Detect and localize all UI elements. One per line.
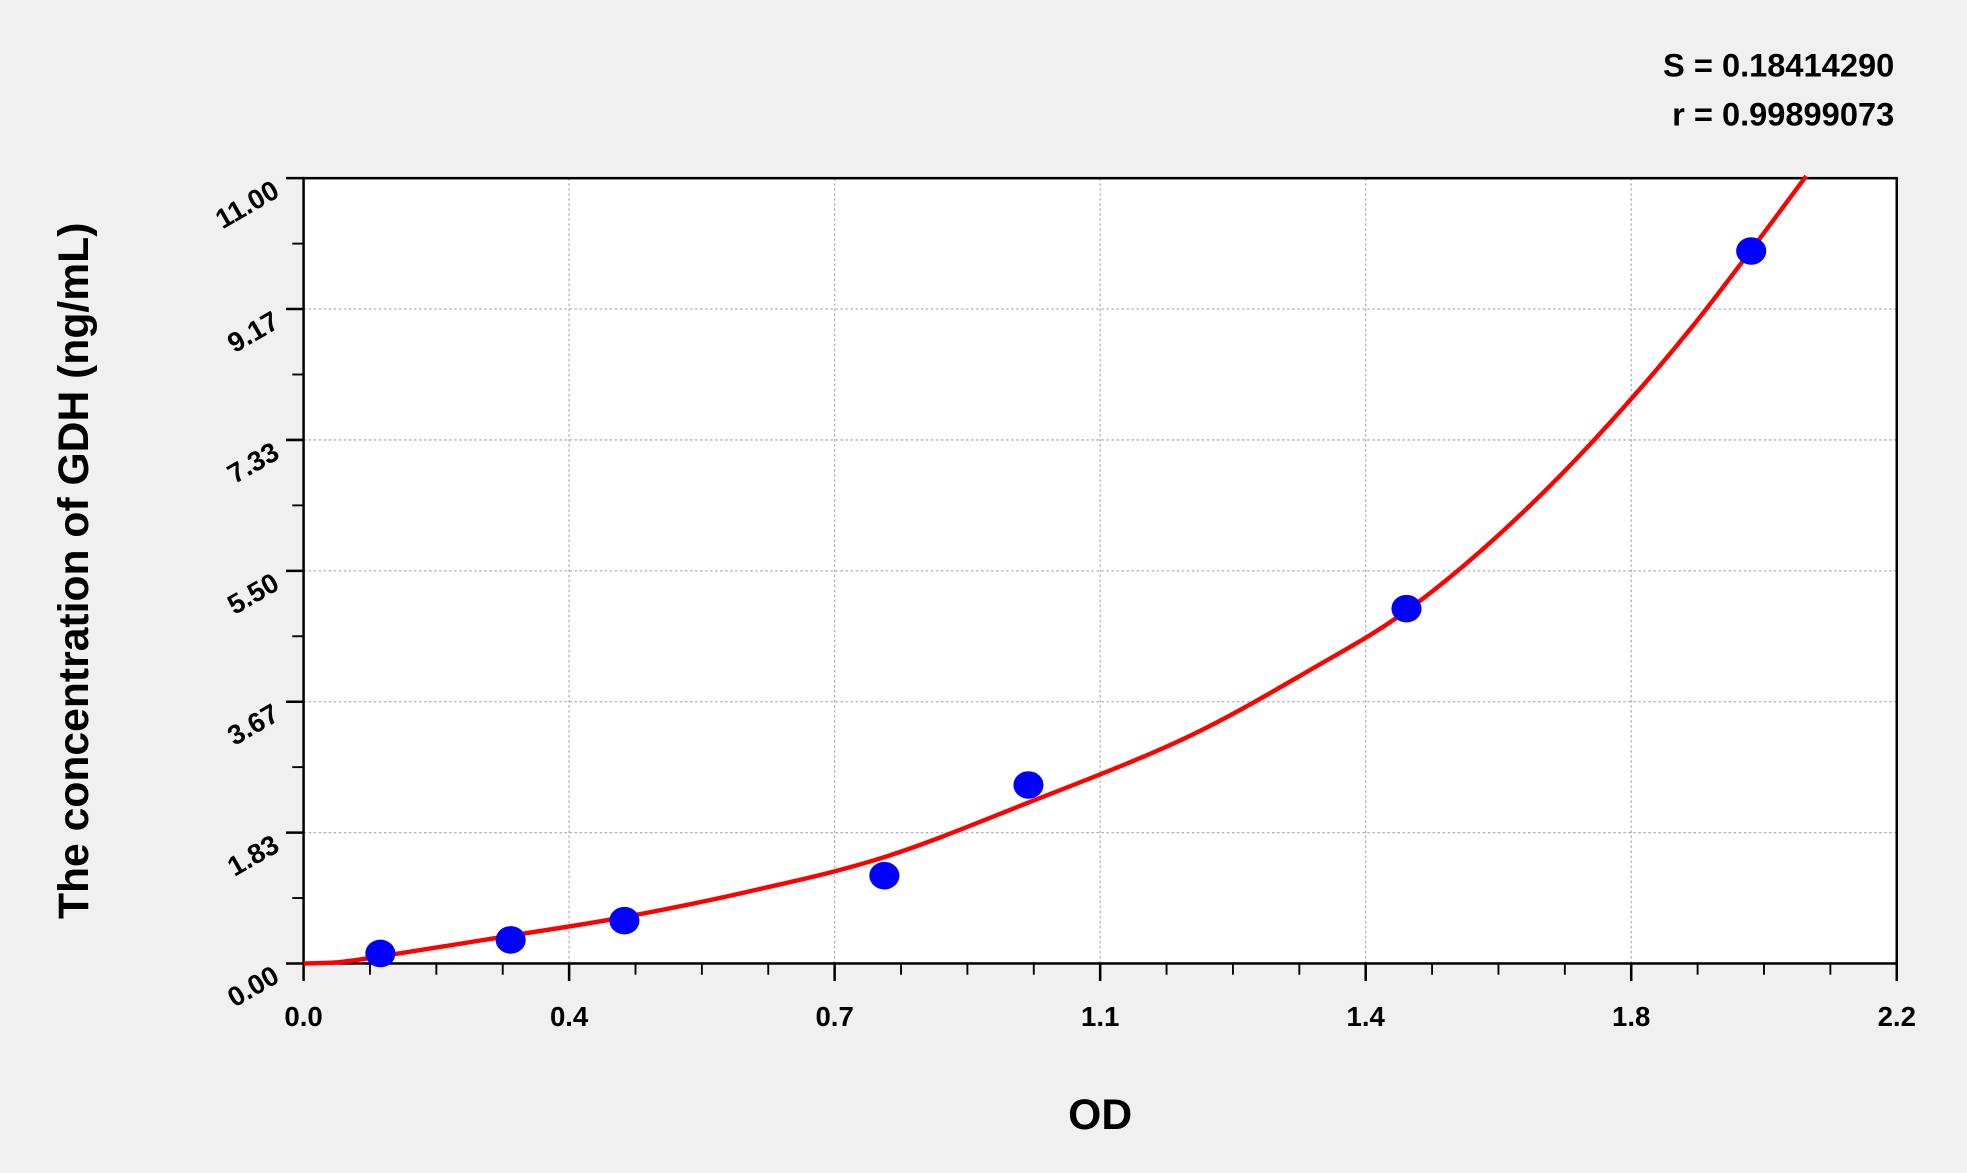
y-tick-label: 3.67	[222, 698, 284, 752]
data-point	[1736, 237, 1767, 265]
x-tick-labels: 0.0 0.4 0.7 1.1 1.4 1.8 2.2	[284, 1001, 1916, 1032]
y-tick-label: 5.50	[222, 567, 284, 621]
y-axis-title: The concentration of GDH (ng/mL)	[50, 223, 98, 919]
x-tick-label: 1.4	[1347, 1001, 1386, 1032]
y-tick-label: 0.00	[222, 959, 284, 1013]
x-tick-label: 1.1	[1081, 1001, 1119, 1032]
points-layer	[365, 237, 1767, 968]
grid	[303, 178, 1897, 964]
data-point	[365, 939, 396, 968]
x-axis-title: OD	[1068, 1091, 1132, 1139]
plot-frame	[302, 176, 1899, 965]
x-tick-label: 2.2	[1878, 1001, 1916, 1032]
x-tick-label: 0.7	[815, 1001, 853, 1032]
data-point	[1013, 771, 1044, 799]
y-tick-label: 1.83	[222, 828, 284, 882]
x-tick-label: 1.8	[1612, 1001, 1650, 1032]
y-tick-label: 11.00	[210, 174, 284, 235]
y-tick-label: 7.33	[222, 436, 284, 490]
stat-s: S = 0.18414290	[1663, 47, 1894, 84]
data-point	[1391, 594, 1422, 623]
x-tick-label: 0.4	[550, 1001, 589, 1032]
data-point	[609, 906, 640, 935]
x-tick-label: 0.0	[284, 1001, 322, 1032]
y-tick-labels: 0.00 1.83 3.67 5.50 7.33 9.17 11.00	[210, 174, 284, 1013]
y-tick-label: 9.17	[222, 305, 284, 359]
ticks	[286, 176, 1899, 982]
data-point	[869, 861, 900, 890]
data-point	[495, 926, 526, 954]
stat-r: r = 0.99899073	[1672, 95, 1894, 132]
